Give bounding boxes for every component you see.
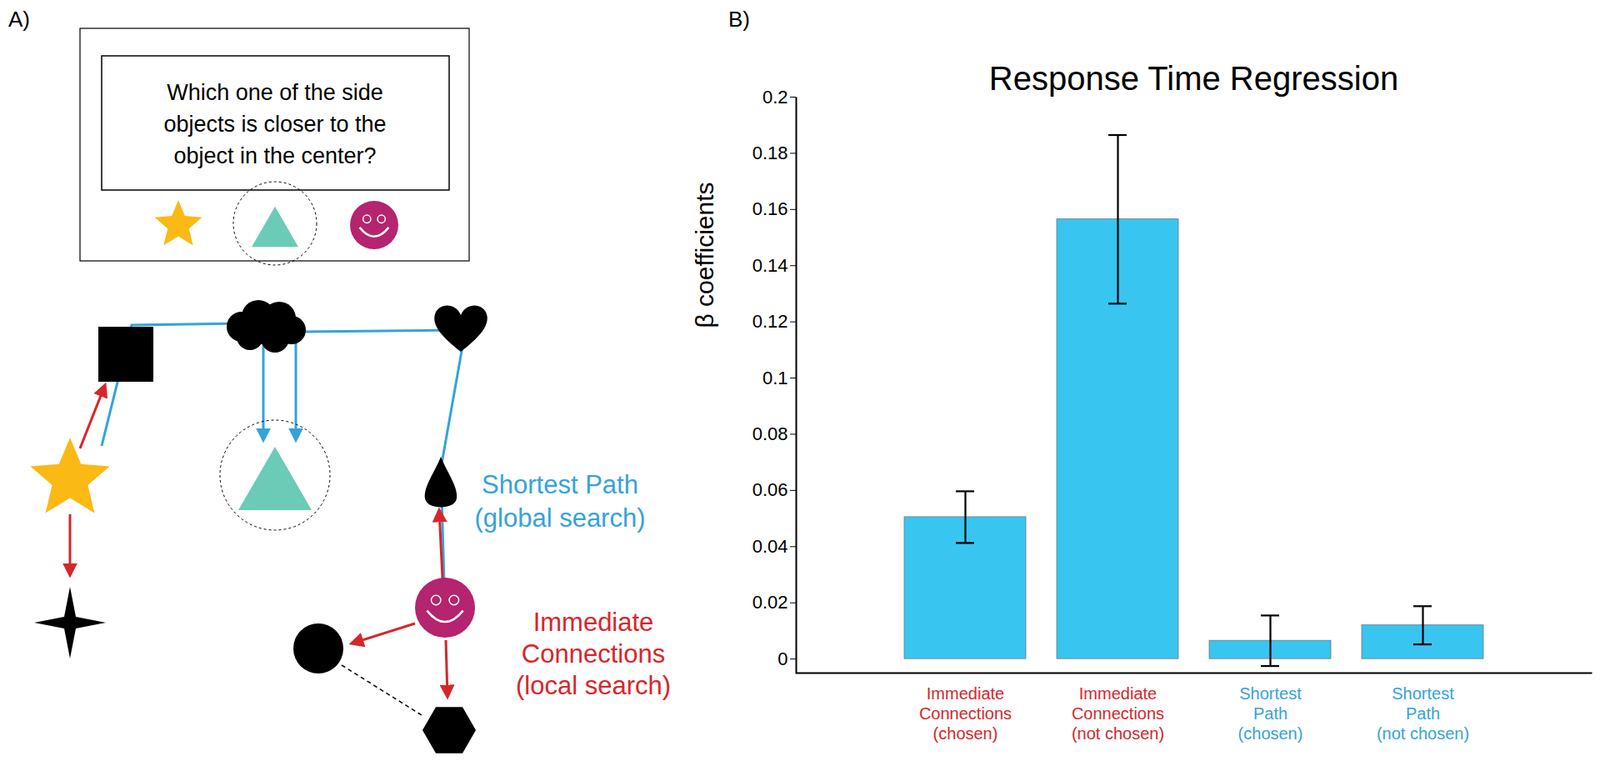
svg-text:Shortest Path: Shortest Path — [481, 470, 639, 500]
html-text:Response Time Regression: Response Time Regression — [989, 60, 1399, 97]
svg-text:0.1: 0.1 — [762, 367, 789, 389]
svg-text:0.12: 0.12 — [752, 310, 789, 332]
svg-text:Which one of the side: Which one of the side — [166, 80, 384, 105]
svg-text:0.16: 0.16 — [752, 198, 789, 220]
svg-text:ImmediateConnections(chosen): ImmediateConnections(chosen) — [919, 684, 1012, 743]
svg-text:0: 0 — [777, 648, 788, 670]
html-text:B): B) — [728, 6, 750, 32]
svg-text:Connections: Connections — [521, 639, 665, 669]
svg-text:objects is closer to the: objects is closer to the — [163, 111, 386, 137]
svg-text:object in the center?: object in the center? — [173, 143, 376, 169]
svg-text:ShortestPath(not chosen): ShortestPath(not chosen) — [1376, 684, 1470, 743]
svg-text:0.18: 0.18 — [752, 142, 789, 164]
svg-text:(global search): (global search) — [474, 503, 645, 533]
html-text:β coefficients: β coefficients — [690, 182, 719, 328]
svg-text:0.06: 0.06 — [752, 479, 789, 500]
svg-text:0.2: 0.2 — [762, 86, 789, 108]
svg-text:0.02: 0.02 — [752, 591, 789, 613]
svg-text:0.14: 0.14 — [752, 255, 789, 276]
svg-text:ShortestPath(chosen): ShortestPath(chosen) — [1238, 684, 1304, 743]
svg-text:(local search): (local search) — [515, 670, 671, 700]
svg-text:Immediate: Immediate — [533, 607, 655, 637]
svg-text:0.08: 0.08 — [752, 423, 789, 445]
html-text:A): A) — [8, 6, 30, 32]
svg-text:0.04: 0.04 — [752, 535, 789, 557]
svg-text:ImmediateConnections(not chose: ImmediateConnections(not chosen) — [1071, 684, 1165, 743]
